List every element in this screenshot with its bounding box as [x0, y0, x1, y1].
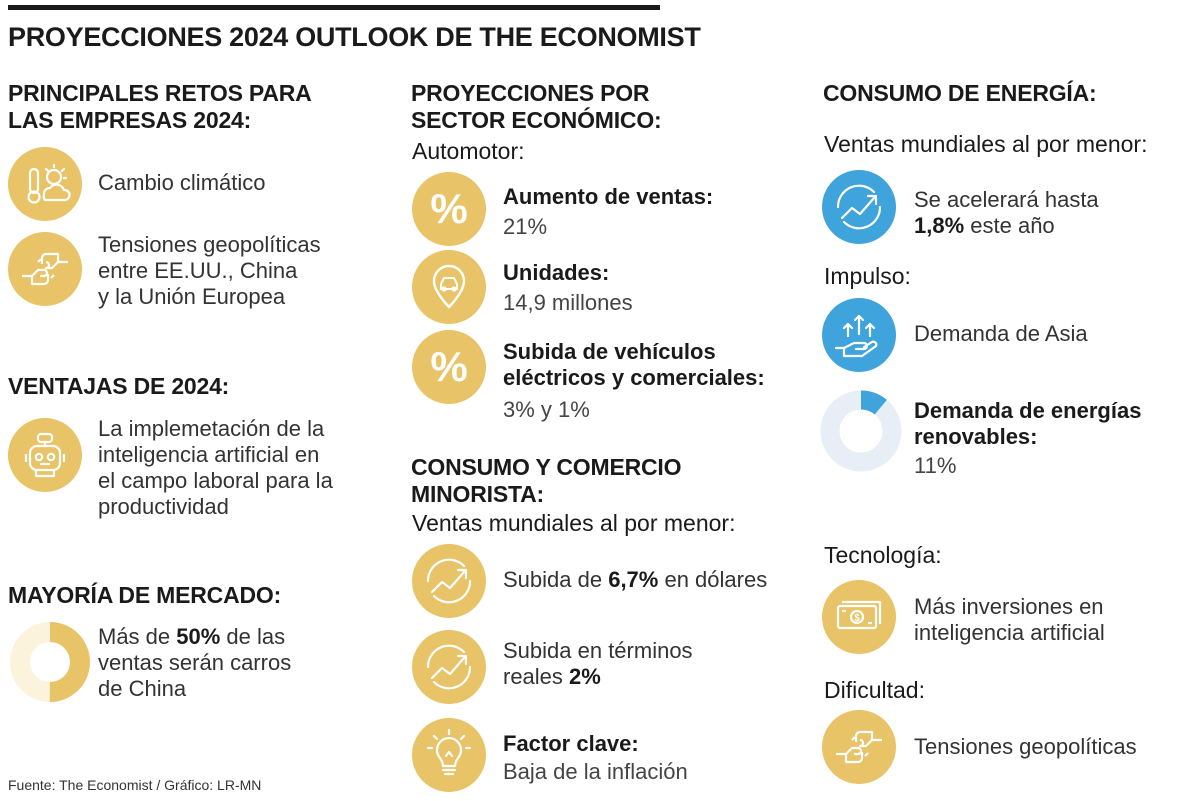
reto-item-1: Cambio climático — [98, 170, 266, 195]
mercado-heading: MAYORÍA DE MERCADO: — [8, 582, 282, 608]
car-pin-icon — [412, 250, 486, 324]
climate-icon — [8, 147, 82, 221]
reto-item-2: Tensiones geopolíticas entre EE.UU., Chi… — [98, 232, 321, 309]
impulso-label: Impulso: — [824, 263, 911, 289]
conflict-fists-icon — [8, 232, 82, 306]
energia-aceleracion: Se acelerará hasta 1,8% este año — [914, 187, 1099, 238]
market-share-donut — [10, 622, 90, 702]
growth-chart-icon — [412, 544, 486, 618]
ventajas-heading: VENTAJAS DE 2024: — [8, 373, 230, 399]
mercado-text: Más de 50% de las ventas serán carros de… — [98, 624, 292, 701]
percent-icon: % — [412, 330, 486, 404]
renovables-text: Demanda de energías renovables: 11% — [914, 398, 1142, 478]
subida-dolares: Subida de 6,7% en dólares — [503, 567, 768, 592]
hand-growth-icon — [822, 298, 896, 372]
percent-icon: % — [412, 172, 486, 246]
energia-ventas-subheading: Ventas mundiales al por menor: — [824, 131, 1148, 157]
source-credit: Fuente: The Economist / Gráfico: LR-MN — [8, 777, 262, 793]
tecnologia-text: Más inversiones en inteligencia artifici… — [914, 594, 1105, 645]
consumo-heading: CONSUMO Y COMERCIO MINORISTA: — [411, 454, 682, 507]
aumento-ventas: Aumento de ventas: 21% — [503, 184, 714, 239]
automotor-label: Automotor: — [412, 138, 525, 164]
lightbulb-icon — [412, 718, 486, 792]
asia-text: Demanda de Asia — [914, 321, 1088, 346]
growth-chart-icon — [412, 630, 486, 704]
retos-heading: PRINCIPALES RETOS PARA LAS EMPRESAS 2024… — [8, 80, 312, 133]
dificultad-label: Dificultad: — [824, 677, 925, 703]
robot-ai-icon — [8, 418, 82, 492]
svg-text:%: % — [430, 185, 467, 232]
sector-heading: PROYECCIONES POR SECTOR ECONÓMICO: — [411, 80, 662, 133]
energia-heading: CONSUMO DE ENERGÍA: — [823, 80, 1097, 106]
money-investment-icon: $ — [822, 580, 896, 654]
subida-reales: Subida en términos reales 2% — [503, 638, 693, 689]
vehiculos-electricos: Subida de vehículos eléctricos y comerci… — [503, 339, 765, 422]
renovables-donut — [820, 390, 902, 472]
title-rule — [8, 5, 660, 10]
conflict-fists-icon — [822, 710, 896, 784]
svg-text:%: % — [430, 343, 467, 390]
page-title: PROYECCIONES 2024 OUTLOOK DE THE ECONOMI… — [8, 22, 701, 52]
svg-text:$: $ — [854, 613, 860, 624]
dificultad-text: Tensiones geopolíticas — [914, 734, 1137, 759]
ventas-subheading: Ventas mundiales al por menor: — [412, 510, 736, 536]
unidades: Unidades: 14,9 millones — [503, 260, 633, 315]
tecnologia-label: Tecnología: — [824, 542, 942, 568]
ventajas-text: La implemetación de la inteligencia arti… — [98, 416, 333, 519]
factor-clave: Factor clave: Baja de la inflación — [503, 731, 688, 784]
growth-chart-icon — [822, 170, 896, 244]
